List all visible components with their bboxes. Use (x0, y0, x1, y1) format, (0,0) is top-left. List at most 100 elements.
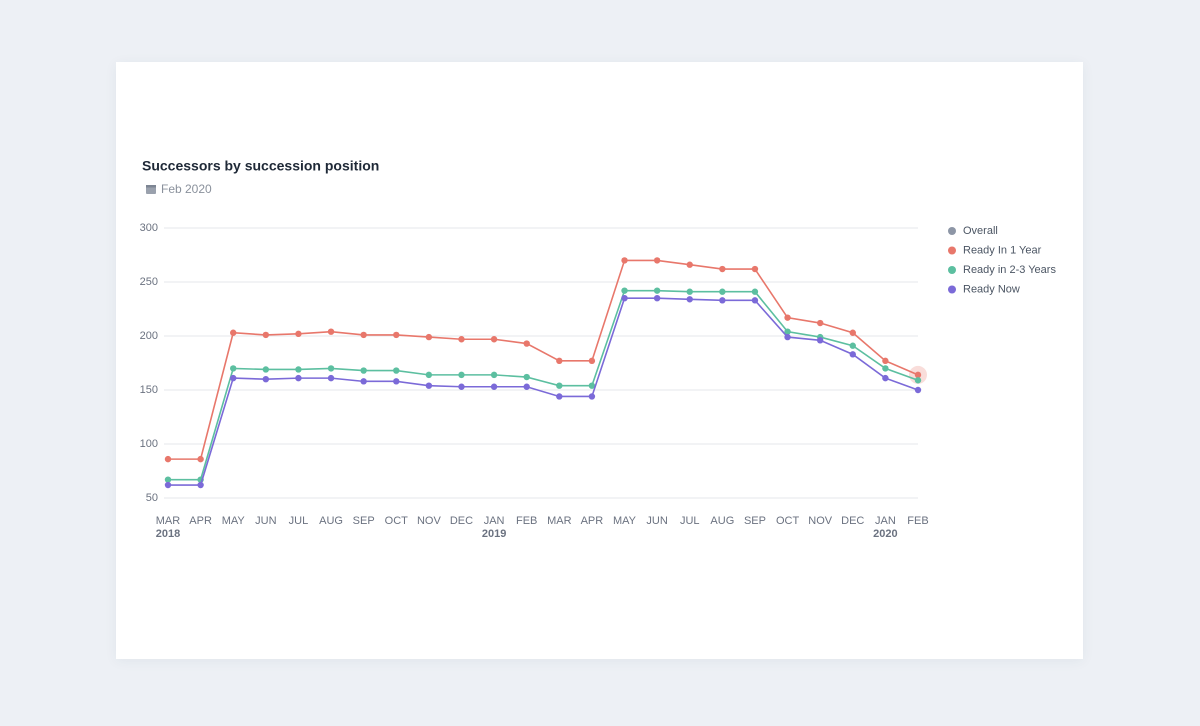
point (425, 371, 433, 379)
x-year-label: 2020 (873, 528, 897, 540)
legend-swatch (948, 266, 956, 274)
x-tick-label: JAN (875, 515, 896, 527)
point (653, 295, 661, 302)
point (882, 365, 889, 372)
point (230, 329, 237, 336)
x-tick-label: JUL (680, 515, 700, 527)
point (327, 374, 335, 382)
x-year-label: 2019 (482, 528, 506, 540)
x-tick-label: JUN (646, 515, 667, 527)
x-tick-label: JAN (484, 515, 505, 527)
y-tick-label: 300 (140, 222, 158, 234)
point (230, 365, 237, 372)
x-tick-label: JUN (255, 515, 276, 527)
y-tick-label: 50 (146, 492, 158, 504)
x-tick-label: AUG (710, 515, 734, 527)
point (197, 481, 204, 489)
calendar-icon (146, 185, 156, 194)
x-tick-label: SEP (353, 515, 375, 527)
point (360, 378, 367, 385)
point (360, 331, 367, 339)
point (295, 374, 302, 382)
point (882, 374, 889, 382)
x-tick-label: MAR (547, 515, 572, 527)
x-tick-label: NOV (417, 515, 442, 527)
point (360, 367, 367, 374)
point (751, 288, 759, 295)
point (490, 383, 498, 390)
point (393, 378, 400, 385)
x-tick-label: DEC (450, 515, 473, 527)
legend-swatch (948, 227, 956, 235)
point (588, 382, 596, 389)
point (751, 297, 759, 304)
point (490, 336, 498, 343)
x-tick-label: JUL (289, 515, 309, 527)
point (262, 331, 270, 339)
point (425, 333, 433, 341)
point (490, 371, 498, 379)
point (816, 319, 824, 327)
series-line (168, 259, 919, 460)
point (621, 295, 628, 302)
point (621, 287, 628, 294)
x-tick-label: MAY (222, 515, 246, 527)
point (653, 257, 661, 264)
x-tick-label: OCT (385, 515, 409, 527)
point (849, 351, 856, 358)
point (882, 357, 889, 365)
chart-subtitle: Feb 2020 (161, 182, 212, 196)
point (523, 340, 530, 347)
point (523, 373, 530, 381)
point (425, 382, 433, 389)
x-tick-label: FEB (516, 515, 537, 527)
legend-swatch (948, 246, 956, 255)
x-tick-label: DEC (841, 515, 864, 527)
y-tick-label: 100 (140, 438, 158, 450)
point (914, 371, 922, 379)
legend-label: Ready Now (963, 283, 1020, 295)
point (556, 357, 563, 365)
point (197, 455, 204, 463)
y-tick-label: 150 (140, 384, 158, 396)
x-tick-label: OCT (776, 515, 800, 527)
x-tick-label: MAY (613, 515, 637, 527)
point (849, 342, 856, 349)
point (458, 383, 465, 390)
point (784, 333, 791, 341)
point (164, 476, 172, 483)
legend-label: Ready In 1 Year (963, 244, 1042, 256)
point (295, 330, 302, 338)
point (458, 336, 465, 343)
series-line (168, 289, 919, 481)
point (686, 296, 693, 303)
point (784, 314, 791, 321)
x-tick-label: FEB (907, 515, 928, 527)
point (588, 393, 596, 400)
x-tick-label: AUG (319, 515, 343, 527)
point (914, 386, 922, 394)
point (295, 366, 302, 373)
legend-label: Ready in 2-3 Years (963, 264, 1056, 276)
point (393, 331, 400, 339)
point (164, 455, 172, 463)
x-tick-label: APR (189, 515, 212, 527)
point (653, 287, 661, 294)
point (751, 265, 759, 273)
point (164, 481, 172, 489)
y-tick-label: 250 (140, 276, 158, 288)
card: Successors by succession position Feb 20… (116, 62, 1083, 659)
legend-swatch (948, 285, 956, 294)
x-tick-label: MAR (156, 515, 181, 527)
point (523, 383, 530, 390)
point (262, 376, 270, 383)
y-tick-label: 200 (140, 330, 158, 342)
point (914, 377, 922, 384)
x-year-label: 2018 (156, 528, 180, 540)
point (556, 382, 563, 389)
series-line (168, 297, 919, 486)
point (393, 367, 400, 374)
point (230, 374, 237, 382)
chart-title: Successors by succession position (142, 158, 379, 174)
legend-label: Overall (963, 225, 998, 237)
